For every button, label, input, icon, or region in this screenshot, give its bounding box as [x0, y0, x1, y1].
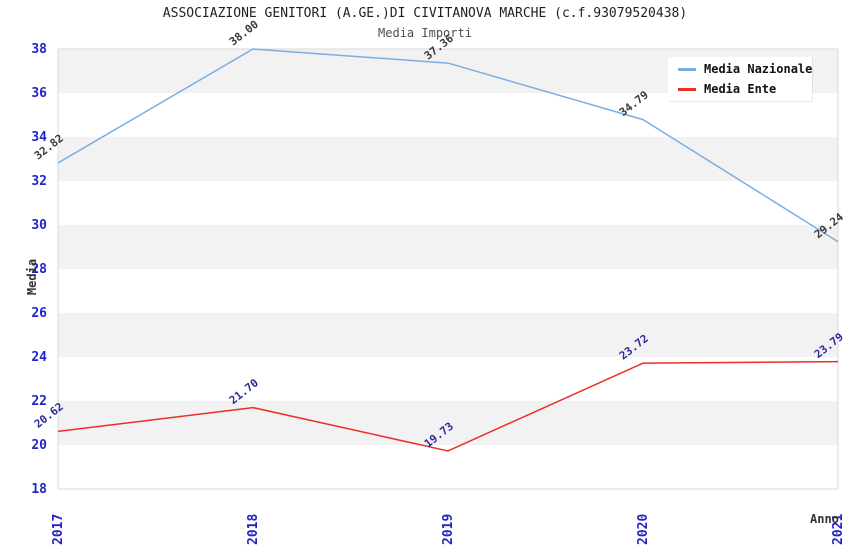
y-tick-label: 26 — [31, 306, 47, 321]
x-axis-title: Anno — [810, 512, 839, 526]
plot-band — [58, 445, 838, 489]
legend-item-media-ente: Media Ente — [668, 82, 812, 96]
plot-band — [58, 137, 838, 181]
y-tick-label: 36 — [31, 86, 47, 101]
plot-border — [57, 48, 839, 490]
plot-band — [58, 313, 838, 357]
y-axis-title: Media — [25, 258, 40, 296]
plot-band — [58, 401, 838, 445]
y-tick-label: 24 — [31, 350, 47, 365]
series-line-media-nazionale — [57, 48, 839, 243]
y-tick-label: 30 — [31, 218, 47, 233]
y-tick-label: 32 — [31, 174, 47, 189]
x-tick-label: 2019 — [441, 514, 456, 545]
legend-line-swatch-red — [678, 87, 696, 91]
chart-legend: Media Nazionale Media Ente — [668, 57, 812, 101]
series-line-media-ente — [57, 360, 839, 452]
y-tick-label: 18 — [31, 482, 47, 497]
x-tick-label: 2021 — [831, 514, 846, 545]
legend-label: Media Ente — [704, 82, 777, 96]
x-tick-label: 2020 — [636, 514, 651, 545]
legend-item-media-nazionale: Media Nazionale — [668, 62, 812, 76]
y-tick-label: 38 — [31, 42, 47, 57]
y-tick-label: 28 — [31, 262, 47, 277]
x-tick-label: 2018 — [246, 514, 261, 545]
plot-band — [58, 181, 838, 225]
plot-band — [58, 269, 838, 313]
x-tick-label: 2017 — [51, 514, 66, 545]
y-tick-label: 20 — [31, 438, 47, 453]
plot-band — [58, 357, 838, 401]
legend-label: Media Nazionale — [704, 62, 813, 76]
chart-subtitle: Media Importi — [378, 26, 472, 40]
plot-band — [58, 225, 838, 269]
chart-title: ASSOCIAZIONE GENITORI (A.GE.)DI CIVITANO… — [162, 6, 688, 21]
y-tick-label: 34 — [31, 130, 47, 145]
legend-line-swatch-blue — [678, 67, 696, 71]
y-tick-label: 22 — [31, 394, 47, 409]
data-point-label: 38.00 — [227, 18, 261, 49]
